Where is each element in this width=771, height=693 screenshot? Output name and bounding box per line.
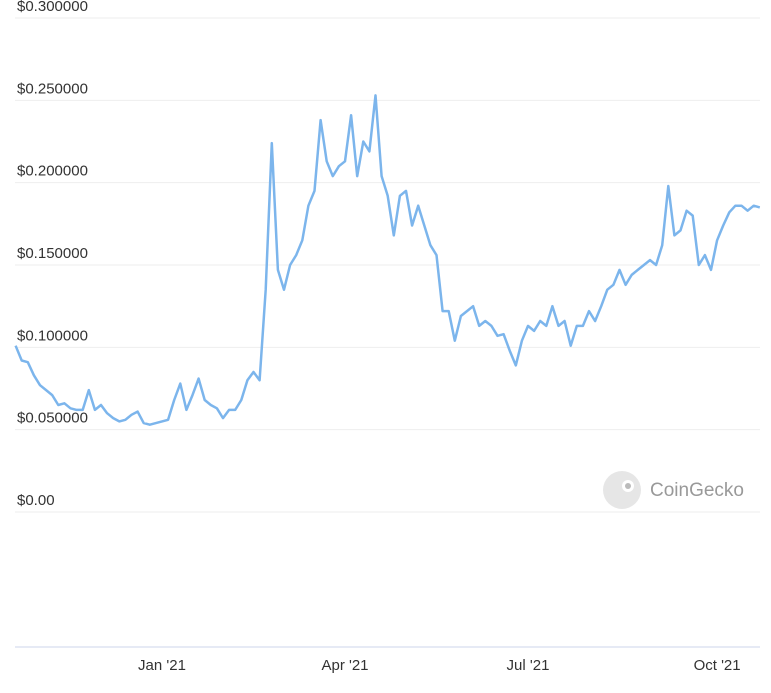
logo-icon (603, 471, 641, 509)
watermark: CoinGecko (650, 480, 744, 501)
y-tick-label: $0.00 (17, 492, 55, 509)
price-line (14, 94, 761, 426)
x-tick-label: Apr '21 (321, 657, 368, 674)
x-tick-label: Oct '21 (694, 657, 741, 674)
y-tick-label: $0.200000 (17, 163, 88, 180)
y-tick-label: $0.300000 (17, 0, 88, 15)
y-tick-label: $0.250000 (17, 80, 88, 97)
y-tick-label: $0.050000 (17, 410, 88, 427)
y-tick-label: $0.100000 (17, 327, 88, 344)
logo-pupil (625, 483, 631, 489)
y-tick-label: $0.150000 (17, 245, 88, 262)
x-tick-label: Jul '21 (507, 657, 550, 674)
x-tick-label: Jan '21 (138, 657, 186, 674)
